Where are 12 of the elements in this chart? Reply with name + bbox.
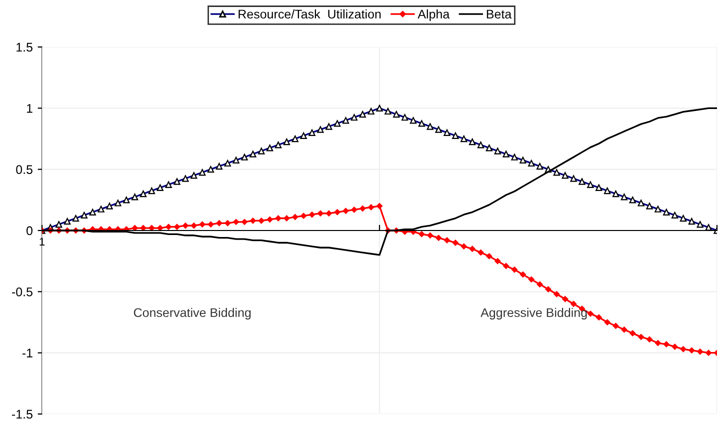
y-tick-label: 1.5 (16, 42, 32, 52)
annotation: Conservative Bidding (134, 308, 251, 320)
legend-label: Alpha (418, 9, 450, 22)
y-tick-label: -0.5 (12, 287, 32, 296)
y-tick-label: 0.5 (16, 165, 32, 174)
y-tick-label: -1 (22, 348, 32, 358)
legend-label: Resource/Task Utilization (238, 9, 381, 19)
y-tick-label: 1 (26, 104, 32, 113)
legend-label: Beta (486, 10, 512, 19)
annotation: Aggressive Bidding (480, 308, 587, 320)
y-tick-label: -1.5 (12, 410, 32, 419)
y-tick-label: 0 (26, 226, 32, 236)
